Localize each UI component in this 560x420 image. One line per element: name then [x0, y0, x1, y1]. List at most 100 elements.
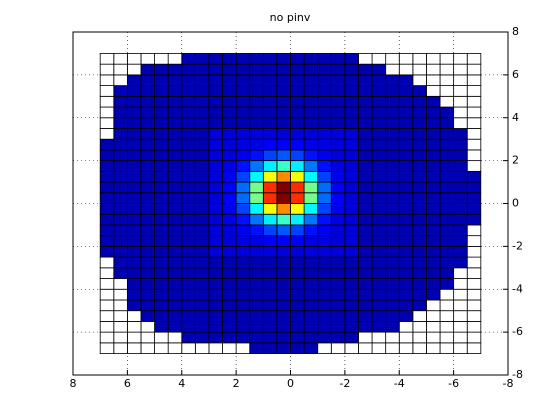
cell: [330, 299, 346, 312]
cell: [453, 256, 468, 269]
cell: [222, 74, 237, 86]
cell: [194, 256, 210, 269]
cell: [99, 160, 115, 172]
cell: [235, 245, 251, 258]
cell: [371, 256, 387, 269]
cell: [330, 160, 346, 172]
empty-cell: [439, 74, 455, 86]
cell: [276, 85, 291, 97]
cell: [154, 267, 169, 279]
cell: [208, 224, 223, 237]
cell: [208, 321, 223, 333]
cell: [330, 310, 346, 322]
empty-cell: [426, 74, 441, 86]
cell: [249, 256, 264, 269]
cell: [385, 321, 400, 333]
cell: [113, 245, 128, 258]
cell: [290, 95, 305, 108]
cell: [208, 85, 223, 97]
cell: [344, 53, 359, 65]
empty-cell: [358, 342, 373, 354]
cell: [154, 106, 169, 119]
cell: [113, 170, 128, 183]
cell: [222, 106, 237, 119]
cell: [385, 213, 400, 226]
empty-cell: [385, 53, 400, 65]
cell: [235, 85, 251, 97]
cell: [262, 331, 278, 344]
cell: [235, 321, 251, 333]
cell: [385, 128, 400, 140]
empty-cell: [453, 63, 468, 76]
cell: [439, 181, 455, 194]
cell: [208, 74, 223, 86]
cell: [412, 181, 427, 194]
cell: [371, 278, 387, 290]
cell: [249, 224, 264, 237]
empty-cell: [453, 288, 468, 301]
cell: [208, 117, 223, 129]
empty-cell: [371, 53, 387, 65]
cell: [290, 267, 305, 279]
cell: [330, 117, 346, 129]
cell: [371, 267, 387, 279]
empty-cell: [466, 299, 482, 312]
cell: [262, 192, 278, 204]
cell: [276, 128, 291, 140]
cell: [262, 53, 278, 65]
empty-cell: [466, 267, 482, 279]
cell: [344, 278, 359, 290]
cell: [222, 310, 237, 322]
cell: [140, 310, 155, 322]
cell: [398, 138, 414, 151]
cell: [194, 192, 210, 204]
cell: [276, 138, 291, 151]
cell: [208, 256, 223, 269]
cell: [317, 278, 332, 290]
cell: [303, 203, 319, 215]
cell: [167, 310, 183, 322]
cell: [371, 170, 387, 183]
cell: [167, 74, 183, 86]
cell: [167, 213, 183, 226]
cell: [249, 310, 264, 322]
cell: [167, 149, 183, 162]
cell: [222, 138, 237, 151]
cell: [330, 138, 346, 151]
cell: [398, 170, 414, 183]
cell: [398, 74, 414, 86]
cell: [167, 321, 183, 333]
cell: [222, 160, 237, 172]
cell: [262, 310, 278, 322]
empty-cell: [99, 128, 115, 140]
cell: [453, 170, 468, 183]
cell: [276, 95, 291, 108]
cell: [194, 181, 210, 194]
cell: [113, 85, 128, 97]
empty-cell: [439, 331, 455, 344]
cell: [385, 267, 400, 279]
cell: [303, 278, 319, 290]
cell: [439, 117, 455, 129]
empty-cell: [113, 53, 128, 65]
cell: [249, 128, 264, 140]
cell: [126, 256, 142, 269]
cell: [222, 149, 237, 162]
cell: [167, 203, 183, 215]
cell: [385, 310, 400, 322]
cell: [317, 245, 332, 258]
cell: [330, 224, 346, 237]
cell: [194, 235, 210, 247]
cell: [371, 149, 387, 162]
cell: [113, 95, 128, 108]
cell: [235, 170, 251, 183]
empty-cell: [113, 321, 128, 333]
cell: [222, 267, 237, 279]
cell: [208, 181, 223, 194]
cell: [126, 192, 142, 204]
cell: [249, 342, 264, 354]
cell: [371, 95, 387, 108]
cell: [371, 74, 387, 86]
cell: [235, 181, 251, 194]
cell: [140, 278, 155, 290]
